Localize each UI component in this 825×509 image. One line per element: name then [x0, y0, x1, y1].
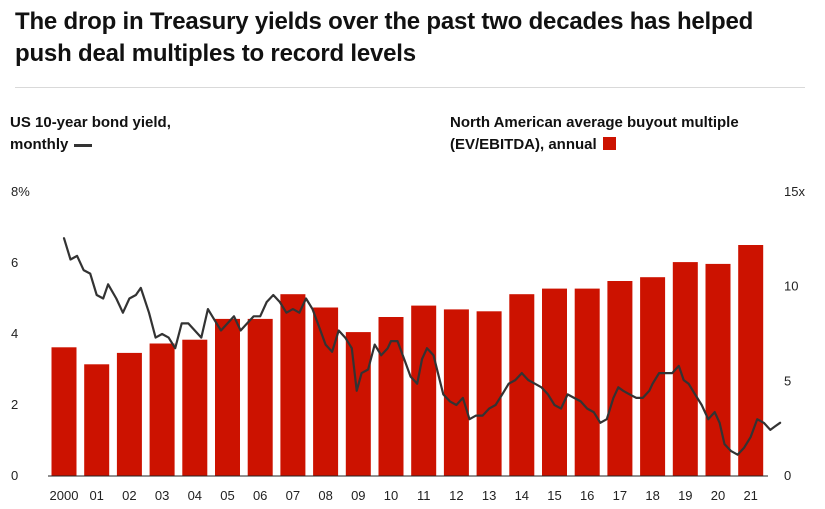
x-tick-20: 20: [711, 488, 725, 503]
x-tick-17: 17: [613, 488, 627, 503]
y-right-tick-1: 10: [784, 279, 798, 294]
bar-15: [542, 288, 567, 476]
bar-03: [149, 343, 175, 476]
bar-13: [476, 311, 502, 476]
bar-08: [313, 307, 339, 476]
bar-20: [705, 263, 731, 476]
x-tick-01: 01: [89, 488, 103, 503]
line-swatch-icon: [74, 143, 93, 147]
bar-04: [182, 339, 208, 476]
bar-17: [607, 281, 633, 476]
y-left-tick-4: 0: [11, 468, 18, 483]
x-tick-09: 09: [351, 488, 365, 503]
x-tick-08: 08: [318, 488, 332, 503]
bar-12: [443, 309, 469, 476]
x-tick-02: 02: [122, 488, 136, 503]
x-tick-07: 07: [286, 488, 300, 503]
title-line-1: The drop in Treasury yields over the pas…: [15, 8, 754, 35]
x-tick-12: 12: [449, 488, 463, 503]
x-tick-18: 18: [645, 488, 659, 503]
bar-16: [574, 288, 600, 476]
x-tick-14: 14: [515, 488, 529, 503]
x-tick-13: 13: [482, 488, 496, 503]
legend-multiple-line2-row: (EV/EBITDA), annual: [450, 134, 739, 156]
x-tick-16: 16: [580, 488, 594, 503]
x-tick-05: 05: [220, 488, 234, 503]
bar-06: [247, 318, 273, 476]
legend-yield-line1: US 10-year bond yield,: [10, 114, 171, 131]
title-line-2: push deal multiples to record levels: [15, 40, 416, 67]
x-tick-04: 04: [188, 488, 202, 503]
bar-07: [280, 294, 306, 476]
bar-21: [738, 245, 764, 476]
y-right-tick-2: 5: [784, 373, 791, 388]
x-tick-11: 11: [417, 488, 431, 503]
bar-09: [345, 332, 371, 476]
bar-18: [640, 277, 666, 476]
legend-yield-line2: monthly: [10, 136, 69, 153]
y-left-tick-2: 4: [11, 326, 18, 341]
bar-swatch-icon: [602, 137, 616, 150]
legend-multiple-line1: North American average buyout multiple: [450, 114, 739, 131]
y-right-tick-0: 15x: [784, 184, 805, 199]
x-tick-03: 03: [155, 488, 169, 503]
legend-multiple: North American average buyout multiple (…: [450, 112, 739, 156]
bar-2000: [51, 347, 77, 476]
yield-line: [62, 237, 782, 456]
bar-11: [411, 305, 437, 476]
chart-title: The drop in Treasury yields over the pas…: [15, 6, 815, 70]
legend-yield-line2-row: monthly: [10, 134, 171, 156]
x-tick-06: 06: [253, 488, 267, 503]
x-tick-19: 19: [678, 488, 692, 503]
y-right-tick-3: 0: [784, 468, 791, 483]
x-tick-2000: 2000: [50, 488, 79, 503]
y-left-tick-3: 2: [11, 397, 18, 412]
x-tick-15: 15: [547, 488, 561, 503]
legend-yield: US 10-year bond yield, monthly: [10, 112, 171, 156]
title-divider: [15, 87, 805, 88]
bar-14: [509, 294, 535, 476]
x-tick-21: 21: [743, 488, 757, 503]
y-left-tick-0: 8%: [11, 184, 30, 199]
bar-05: [215, 318, 240, 476]
y-left-tick-1: 6: [11, 255, 18, 270]
legend-multiple-line2: (EV/EBITDA), annual: [450, 136, 597, 153]
bar-01: [84, 364, 110, 476]
bar-02: [116, 352, 142, 476]
x-tick-10: 10: [384, 488, 398, 503]
